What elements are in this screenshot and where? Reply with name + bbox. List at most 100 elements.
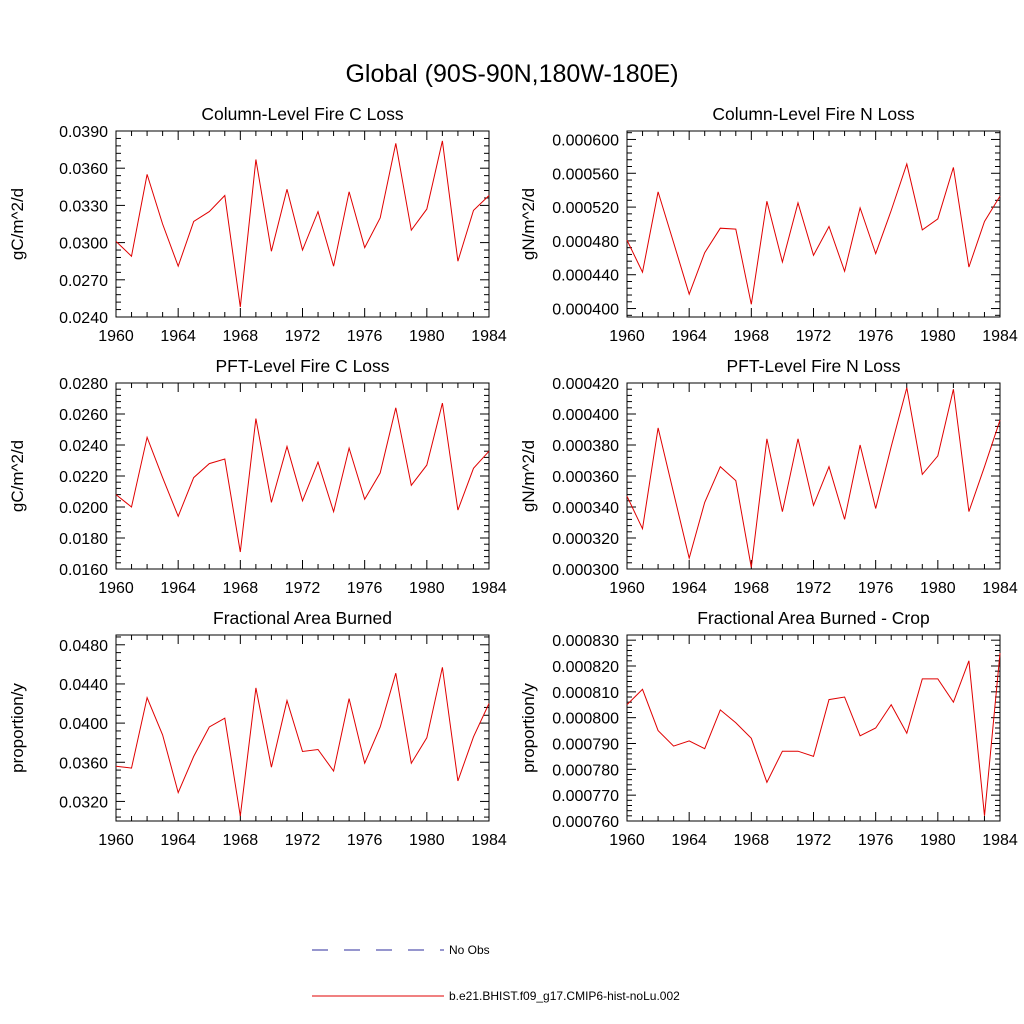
series-line	[626, 162, 1001, 305]
x-tick-label: 1980	[920, 328, 956, 345]
y-tick-label: 0.000420	[552, 376, 619, 393]
panel-5: Fractional Area Burned proportion/y 1960 19…	[8, 608, 507, 849]
legend-label-model: b.e21.BHIST.f09_g17.CMIP6-hist-noLu.002	[449, 989, 680, 1003]
y-tick-label: 0.000810	[552, 685, 619, 702]
series-line	[115, 667, 490, 817]
figure-title: Global (90S-90N,180W-180E)	[345, 60, 678, 88]
y-tick-label: 0.000800	[552, 711, 619, 728]
x-tick-label: 1968	[223, 328, 259, 345]
x-tick-label: 1964	[160, 328, 196, 345]
legend-label-no-obs: No Obs	[449, 943, 490, 957]
y-axis-label: proportion/y	[8, 683, 27, 773]
plot-frame	[115, 130, 490, 318]
y-tick-label: 0.000830	[552, 633, 619, 650]
x-tick-label: 1972	[285, 580, 321, 597]
y-tick-label: 0.0360	[59, 755, 108, 772]
x-tick-label: 1968	[734, 832, 770, 849]
y-tick-label: 0.000380	[552, 438, 619, 455]
x-tick-label: 1980	[920, 580, 956, 597]
plot-frame	[115, 634, 490, 822]
y-tick-label: 0.0240	[59, 438, 108, 455]
y-tick-label: 0.0200	[59, 500, 108, 517]
x-tick-label: 1984	[471, 580, 507, 597]
x-tick-label: 1980	[409, 328, 445, 345]
plot-frame	[626, 382, 1001, 570]
y-tick-label: 0.0360	[59, 161, 108, 178]
y-tick-label: 0.000480	[552, 234, 619, 251]
x-tick-label: 1964	[671, 580, 707, 597]
x-tick-label: 1972	[796, 580, 832, 597]
x-tick-label: 1960	[609, 328, 645, 345]
x-tick-label: 1980	[920, 832, 956, 849]
x-tick-label: 1976	[347, 580, 383, 597]
legend: No Obs b.e21.BHIST.f09_g17.CMIP6-hist-no…	[312, 943, 680, 1003]
x-tick-label: 1964	[160, 580, 196, 597]
y-tick-label: 0.000560	[552, 166, 619, 183]
x-tick-label: 1960	[609, 832, 645, 849]
x-tick-label: 1984	[471, 328, 507, 345]
y-tick-label: 0.0320	[59, 794, 108, 811]
x-tick-label: 1972	[285, 832, 321, 849]
x-tick-label: 1960	[98, 580, 134, 597]
series-line	[115, 402, 490, 553]
y-tick-label: 0.000340	[552, 500, 619, 517]
x-tick-label: 1968	[223, 580, 259, 597]
y-tick-label: 0.000820	[552, 659, 619, 676]
panel-title: Column-Level Fire C Loss	[201, 104, 404, 124]
y-axis-label: gN/m^2/d	[519, 188, 538, 260]
x-tick-label: 1984	[982, 328, 1018, 345]
y-tick-label: 0.000300	[552, 562, 619, 579]
x-tick-label: 1972	[285, 328, 321, 345]
y-tick-label: 0.000360	[552, 469, 619, 486]
panel-4: PFT-Level Fire N Loss gN/m^2/d 1960 1964 196…	[519, 356, 1018, 597]
y-tick-label: 0.0160	[59, 562, 108, 579]
series-line	[115, 140, 490, 308]
x-tick-label: 1980	[409, 580, 445, 597]
y-tick-label: 0.000760	[552, 814, 619, 831]
plot-frame	[626, 130, 1001, 318]
y-tick-label: 0.0480	[59, 638, 108, 655]
panel-title: Column-Level Fire N Loss	[712, 104, 915, 124]
y-tick-label: 0.000600	[552, 132, 619, 149]
x-tick-label: 1976	[347, 832, 383, 849]
y-axis-label: gC/m^2/d	[8, 188, 27, 260]
y-axis-label: gN/m^2/d	[519, 440, 538, 512]
x-tick-label: 1960	[98, 832, 134, 849]
series-line	[626, 387, 1001, 568]
panel-title: Fractional Area Burned	[213, 608, 392, 628]
x-tick-label: 1984	[471, 832, 507, 849]
panel-2: Column-Level Fire N Loss gN/m^2/d 1960 1964…	[519, 104, 1018, 345]
x-tick-label: 1964	[160, 832, 196, 849]
series-line	[626, 653, 1001, 816]
x-tick-label: 1964	[671, 328, 707, 345]
x-tick-label: 1972	[796, 328, 832, 345]
plot-frame	[626, 634, 1001, 822]
x-tick-label: 1976	[858, 832, 894, 849]
y-tick-label: 0.000520	[552, 200, 619, 217]
y-tick-label: 0.000770	[552, 788, 619, 805]
x-tick-label: 1984	[982, 832, 1018, 849]
x-tick-label: 1960	[98, 328, 134, 345]
panel-1: Column-Level Fire C Loss gC/m^2/d 1960 1964…	[8, 104, 507, 345]
x-tick-label: 1984	[982, 580, 1018, 597]
y-tick-label: 0.000780	[552, 762, 619, 779]
y-tick-label: 0.0270	[59, 273, 108, 290]
y-tick-label: 0.000320	[552, 531, 619, 548]
x-tick-label: 1980	[409, 832, 445, 849]
y-tick-label: 0.000440	[552, 268, 619, 285]
y-tick-label: 0.0390	[59, 124, 108, 141]
plot-frame	[115, 382, 490, 570]
y-axis-label: gC/m^2/d	[8, 440, 27, 512]
y-tick-label: 0.000400	[552, 302, 619, 319]
panel-6: Fractional Area Burned - Crop proportion/…	[519, 608, 1018, 849]
y-axis-label: proportion/y	[519, 683, 538, 773]
x-tick-label: 1976	[858, 580, 894, 597]
x-tick-label: 1968	[223, 832, 259, 849]
y-tick-label: 0.000790	[552, 737, 619, 754]
y-tick-label: 0.0440	[59, 677, 108, 694]
x-tick-label: 1976	[347, 328, 383, 345]
y-tick-label: 0.0300	[59, 236, 108, 253]
panel-3: PFT-Level Fire C Loss gC/m^2/d 1960 1964 196…	[8, 356, 507, 597]
panel-title: PFT-Level Fire N Loss	[726, 356, 900, 376]
